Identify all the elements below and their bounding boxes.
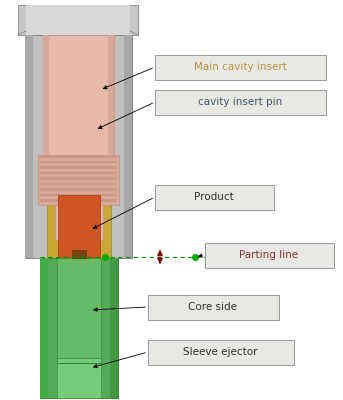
FancyBboxPatch shape xyxy=(154,184,273,210)
Bar xyxy=(40,155,117,158)
Text: Sleeve ejector: Sleeve ejector xyxy=(183,347,258,357)
Text: Parting line: Parting line xyxy=(239,250,298,260)
FancyBboxPatch shape xyxy=(154,90,326,114)
Bar xyxy=(38,155,119,205)
FancyBboxPatch shape xyxy=(154,54,326,80)
Text: cavity insert pin: cavity insert pin xyxy=(198,97,282,107)
Bar xyxy=(40,258,118,398)
Bar xyxy=(72,250,86,258)
Bar xyxy=(57,358,101,398)
Bar xyxy=(25,35,33,258)
Bar xyxy=(40,200,117,202)
Bar xyxy=(40,188,117,191)
Bar xyxy=(110,258,118,398)
Bar xyxy=(57,258,101,358)
Bar xyxy=(40,166,117,169)
FancyBboxPatch shape xyxy=(147,340,294,364)
Bar xyxy=(40,177,117,180)
Bar xyxy=(40,194,117,196)
Bar xyxy=(18,5,138,35)
FancyBboxPatch shape xyxy=(204,242,333,268)
Bar xyxy=(40,172,117,174)
Bar xyxy=(40,183,117,185)
Bar xyxy=(40,258,48,398)
Bar xyxy=(47,205,111,260)
FancyBboxPatch shape xyxy=(147,294,279,320)
Bar xyxy=(43,35,114,155)
Bar xyxy=(58,195,100,258)
Text: Core side: Core side xyxy=(189,302,237,312)
Bar xyxy=(25,35,132,258)
Bar xyxy=(55,205,103,240)
Bar xyxy=(40,160,117,163)
Bar xyxy=(43,35,49,155)
Text: Main cavity insert: Main cavity insert xyxy=(193,62,286,72)
Bar xyxy=(108,35,114,155)
Bar xyxy=(124,35,132,258)
Text: Product: Product xyxy=(194,192,234,202)
Bar xyxy=(26,5,130,35)
